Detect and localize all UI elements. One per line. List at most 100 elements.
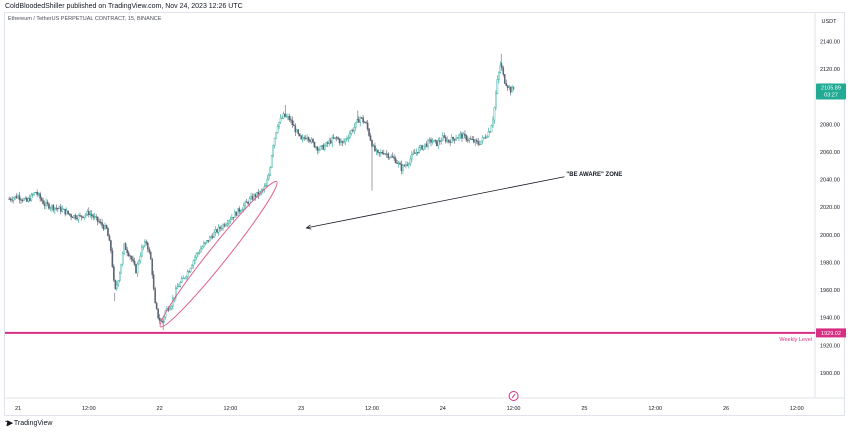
candle-body: [501, 65, 503, 69]
candle-body: [452, 137, 454, 140]
chart-frame: [4, 12, 845, 416]
candle-body: [235, 211, 238, 216]
candle-body: [33, 192, 36, 195]
candle-body: [300, 135, 303, 140]
candle-body: [245, 201, 248, 203]
x-tick-label: 24: [440, 406, 446, 412]
candle-body: [442, 135, 444, 141]
candle-body: [129, 255, 131, 257]
candle-body: [303, 137, 305, 139]
candle-body: [34, 192, 37, 194]
candle-body: [239, 210, 242, 212]
candle-body: [124, 243, 127, 251]
candle-body: [276, 126, 279, 133]
candle-body: [293, 124, 295, 127]
candle-body: [490, 125, 493, 133]
candle-body: [177, 286, 180, 288]
candle-body: [472, 139, 475, 143]
candle-body: [198, 251, 201, 254]
candle-body: [511, 87, 513, 93]
candle-body: [434, 140, 437, 142]
tradingview-icon: ⁊▶: [5, 420, 13, 427]
candle-body: [287, 116, 289, 118]
y-tick-label: 2080.00: [820, 122, 840, 128]
candle-body: [236, 208, 239, 216]
candle-body: [411, 154, 413, 160]
candle-body: [481, 137, 484, 142]
candle-body: [359, 117, 362, 123]
x-tick-label: 26: [723, 406, 729, 412]
y-tick-label: 2020.00: [820, 205, 840, 211]
candle-body: [294, 125, 297, 133]
candle-body: [225, 224, 227, 227]
candle-body: [337, 137, 339, 140]
candle-body: [285, 116, 288, 118]
candle-body: [101, 222, 103, 226]
candle-body: [99, 221, 102, 223]
candle-body: [502, 67, 505, 75]
candle-body: [505, 83, 508, 86]
candle-body: [45, 202, 47, 206]
candle-body: [403, 165, 406, 167]
candle-body: [363, 121, 366, 123]
candle-body: [222, 224, 224, 229]
candle-body: [440, 140, 443, 142]
candle-body: [413, 152, 416, 154]
candle-body: [295, 129, 298, 133]
candle-body: [51, 205, 53, 209]
candle-body: [226, 223, 229, 225]
candle-body: [26, 197, 28, 202]
candle-body: [430, 139, 432, 143]
candle-body: [436, 140, 438, 147]
y-tick-label: 1940.00: [820, 316, 840, 322]
candle-body: [20, 199, 22, 201]
candle-body: [298, 133, 301, 136]
candle-body: [36, 192, 38, 195]
symbol-title[interactable]: Ethereum / TetherUS PERPETUAL CONTRACT, …: [8, 16, 162, 22]
candle-body: [399, 162, 401, 165]
candle-body: [107, 228, 109, 237]
candle-body: [512, 87, 515, 89]
candle-body: [278, 121, 280, 127]
candle-body: [231, 217, 233, 220]
y-tick-label: 2040.00: [820, 178, 840, 184]
y-tick-label: 2060.00: [820, 150, 840, 156]
be-aware-zone-ellipse: [159, 180, 278, 328]
candle-body: [232, 217, 235, 219]
candle-body: [352, 130, 354, 132]
tradingview-logo[interactable]: ⁊▶ TradingView: [5, 419, 52, 428]
candle-body: [141, 246, 143, 257]
candle-body: [332, 137, 335, 139]
candle-body: [170, 305, 173, 309]
candle-body: [272, 145, 274, 156]
candle-body: [347, 137, 350, 139]
candle-body: [273, 137, 276, 146]
candle-body: [180, 278, 183, 283]
candle-body: [21, 199, 24, 201]
candle-body: [316, 146, 319, 151]
candle-body: [31, 194, 34, 196]
candle-body: [248, 198, 251, 204]
candle-body: [77, 215, 80, 220]
candle-body: [110, 240, 112, 251]
weekly-level-label: Weekly Level: [779, 337, 812, 343]
candle-body: [49, 207, 52, 209]
x-tick-label: 22: [157, 406, 163, 412]
candle-body: [270, 155, 273, 168]
candle-body: [120, 263, 123, 274]
candle-body: [18, 195, 21, 200]
candle-body: [96, 216, 99, 222]
y-tick-label: 1920.00: [820, 343, 840, 349]
candle-body: [121, 252, 124, 265]
candle-body: [95, 216, 97, 218]
candle-body: [312, 139, 314, 143]
candle-body: [11, 199, 13, 201]
candle-body: [123, 243, 125, 254]
candle-body: [191, 265, 193, 269]
candle-body: [353, 127, 356, 132]
candle-body: [67, 210, 69, 214]
candle-body: [492, 119, 494, 126]
countdown-value: 03:27: [824, 92, 838, 98]
candle-body: [428, 139, 431, 141]
